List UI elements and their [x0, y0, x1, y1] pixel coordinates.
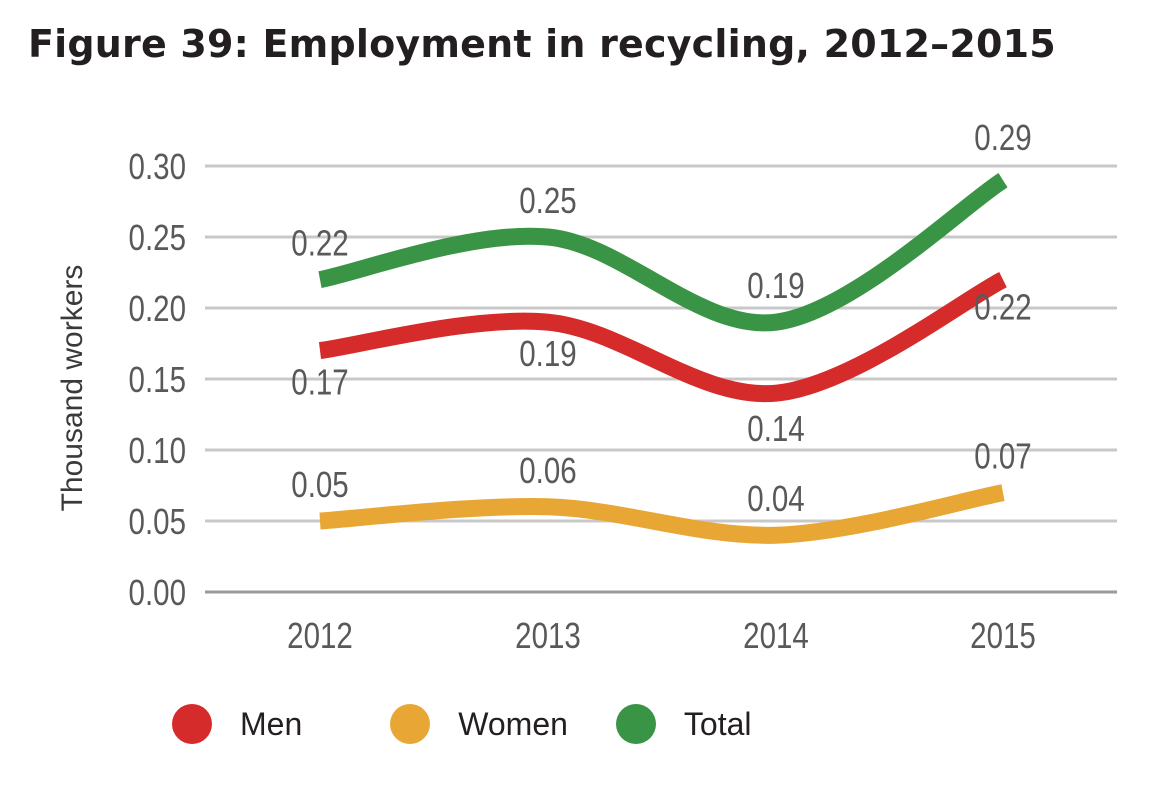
data-label-women: 0.07 [974, 436, 1031, 476]
chart-title: Figure 39: Employment in recycling, 2012… [28, 22, 1056, 66]
data-label-men: 0.14 [747, 408, 804, 448]
x-tick-label: 2012 [287, 615, 353, 655]
legend-label-total: Total [683, 705, 752, 742]
y-tick-label: 0.25 [129, 217, 186, 257]
series-line-women [319, 484, 1005, 544]
x-tick-label: 2013 [515, 615, 581, 655]
legend-item-total: Total [615, 704, 752, 744]
data-label-men: 0.22 [974, 287, 1031, 327]
series-lines [318, 172, 1008, 544]
legend-item-women: Women [390, 704, 568, 744]
data-label-total: 0.29 [974, 117, 1031, 157]
y-tick-label: 0.10 [129, 430, 186, 470]
legend-item-men: Men [172, 704, 302, 744]
legend-swatch-total [615, 704, 656, 744]
data-label-men: 0.17 [291, 362, 348, 402]
series-line-men [318, 272, 1007, 403]
data-label-men: 0.19 [519, 333, 576, 373]
y-tick-label: 0.15 [129, 359, 186, 399]
legend-label-men: Men [240, 705, 303, 742]
x-tick-label: 2014 [743, 615, 809, 655]
data-label-total: 0.22 [291, 223, 348, 263]
data-label-women: 0.05 [291, 464, 348, 504]
legend-swatch-men [172, 704, 212, 744]
y-tick-label: 0.00 [129, 572, 186, 612]
legend-label-women: Women [458, 705, 568, 742]
data-label-women: 0.04 [747, 478, 804, 518]
data-label-women: 0.06 [519, 450, 576, 490]
y-tick-label: 0.20 [129, 288, 186, 328]
y-axis-label: Thousand workers [56, 265, 89, 512]
y-tick-labels: 0.00 0.05 0.10 0.15 0.20 0.25 0.30 [129, 146, 186, 612]
y-tick-label: 0.05 [129, 501, 186, 541]
x-tick-label: 2015 [970, 615, 1036, 655]
series-line-total [318, 172, 1008, 332]
x-tick-labels: 2012 2013 2014 2015 [287, 615, 1036, 655]
data-label-total: 0.19 [747, 265, 804, 305]
y-tick-label: 0.30 [129, 146, 186, 186]
legend-swatch-women [390, 704, 431, 744]
data-label-total: 0.25 [519, 180, 576, 220]
data-labels: 0.05 0.06 0.04 0.07 0.17 0.19 0.14 0.22 0.22 0.25… [291, 117, 1031, 518]
legend: Men Women Total [172, 704, 800, 744]
